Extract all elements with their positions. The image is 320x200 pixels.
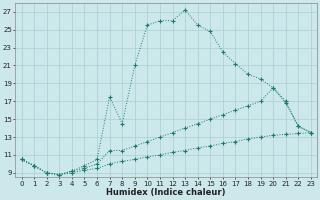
X-axis label: Humidex (Indice chaleur): Humidex (Indice chaleur) — [107, 188, 226, 197]
